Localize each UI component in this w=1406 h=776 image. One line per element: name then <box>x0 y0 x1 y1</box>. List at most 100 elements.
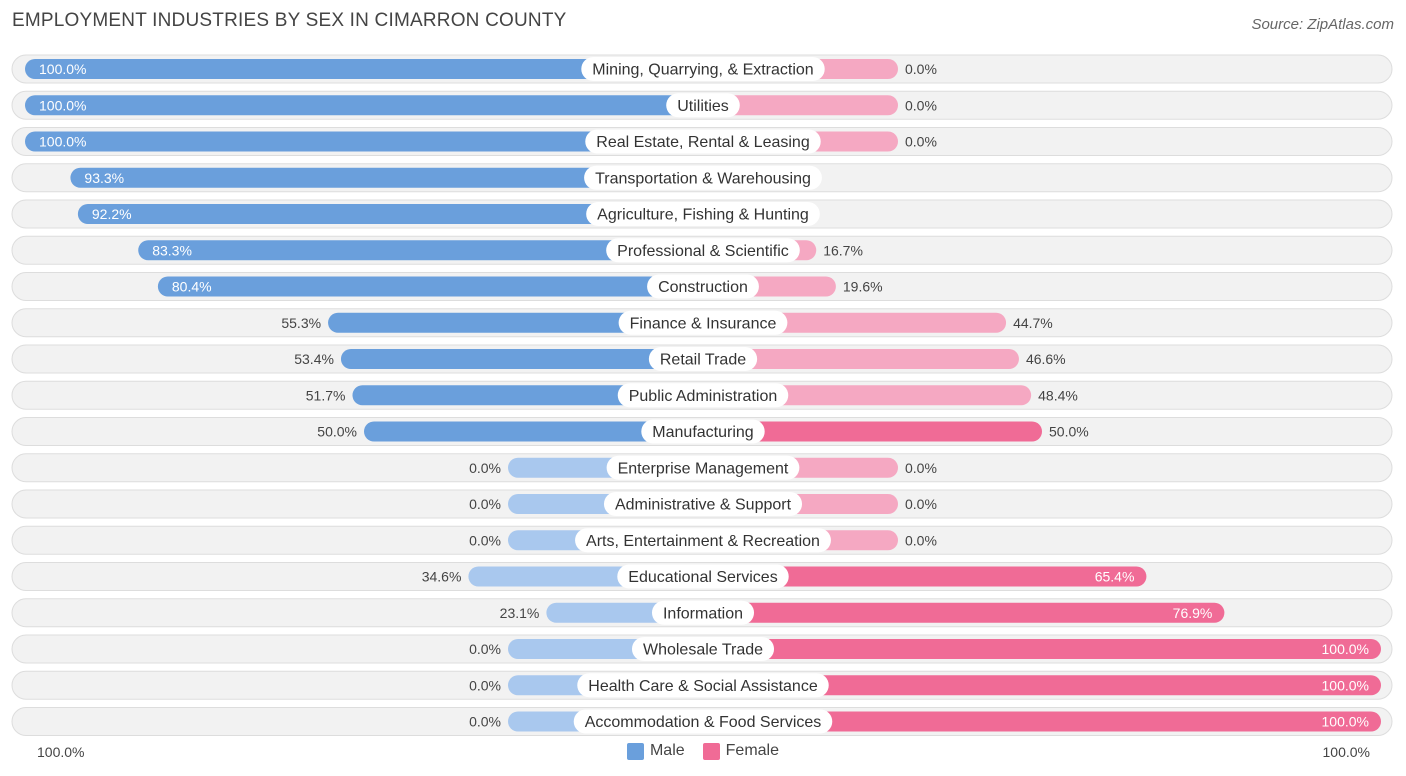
male-value-label: 100.0% <box>39 134 86 150</box>
female-bar <box>703 349 1019 369</box>
category-label-pill <box>577 673 829 698</box>
male-value-label: 83.3% <box>152 242 192 258</box>
male-bar <box>25 131 703 152</box>
source-label: Source: ZipAtlas.com <box>1251 16 1394 33</box>
category-label-pill <box>666 93 740 118</box>
male-bar <box>352 385 703 406</box>
male-bar <box>77 204 703 224</box>
category-label: Arts, Entertainment & Recreation <box>586 533 820 550</box>
legend-label-female: Female <box>725 742 780 759</box>
female-value-label: 0.0% <box>905 61 937 77</box>
category-label: Enterprise Management <box>618 460 789 477</box>
legend-item-female: Female <box>702 742 780 760</box>
female-value-label: 0.0% <box>905 97 937 113</box>
male-value-label: 80.4% <box>172 279 212 295</box>
male-value-label: 92.2% <box>92 206 132 222</box>
category-label: Accommodation & Food Services <box>585 714 822 731</box>
female-value-label: 100.0% <box>1322 714 1369 730</box>
male-bar <box>328 312 703 333</box>
male-bar <box>340 349 703 369</box>
female-value-label: 65.4% <box>1095 569 1135 585</box>
axis-left-label: 100.0% <box>37 744 85 760</box>
male-value-label: 50.0% <box>317 424 357 440</box>
male-bar <box>138 240 703 261</box>
female-value-label: 48.4% <box>1038 387 1078 403</box>
legend-swatch-female <box>702 742 720 760</box>
male-value-label: 100.0% <box>39 61 86 77</box>
male-value-label: 0.0% <box>469 460 501 476</box>
female-bar <box>703 675 1381 696</box>
female-value-label: 100.0% <box>1322 677 1369 693</box>
category-label-pill <box>603 492 803 516</box>
category-label: Health Care & Social Assistance <box>588 678 818 695</box>
male-value-label: 0.0% <box>469 677 501 693</box>
legend-swatch-male <box>626 742 644 760</box>
male-bar <box>157 276 703 297</box>
female-bar <box>703 95 898 116</box>
category-label-pill <box>581 57 825 81</box>
category-label-pill <box>606 238 800 263</box>
category-label: Utilities <box>677 98 729 115</box>
female-value-label: 0.0% <box>905 532 937 548</box>
female-bar <box>703 566 1147 587</box>
female-bar <box>703 421 1042 442</box>
female-value-label: 0.0% <box>905 496 937 512</box>
female-value-label: 19.6% <box>843 279 883 295</box>
category-label-pill <box>641 419 765 444</box>
male-value-label: 0.0% <box>469 496 501 512</box>
legend-item-male: Male <box>626 742 685 760</box>
category-label: Public Administration <box>629 388 778 405</box>
male-value-label: 51.7% <box>306 387 346 403</box>
male-value-label: 34.6% <box>422 569 462 585</box>
category-label: Manufacturing <box>652 424 753 441</box>
category-label: Information <box>663 605 743 622</box>
category-label: Administrative & Support <box>615 497 792 514</box>
female-bar <box>703 639 1381 659</box>
axis-right-label: 100.0% <box>1322 744 1370 760</box>
category-label: Wholesale Trade <box>643 642 763 659</box>
male-bar <box>364 421 703 442</box>
category-label: Mining, Quarrying, & Extraction <box>592 62 813 79</box>
category-label-pill <box>651 600 755 625</box>
category-label: Agriculture, Fishing & Hunting <box>597 207 809 224</box>
category-label-pill <box>647 274 759 299</box>
female-value-label: 16.7% <box>823 242 863 258</box>
male-value-label: 0.0% <box>469 641 501 657</box>
male-value-label: 0.0% <box>469 714 501 730</box>
category-label-pill <box>631 637 775 661</box>
category-label: Professional & Scientific <box>617 243 789 260</box>
category-label-pill <box>575 528 831 553</box>
female-value-label: 100.0% <box>1322 641 1369 657</box>
category-label: Finance & Insurance <box>630 315 777 332</box>
male-value-label: 100.0% <box>39 97 86 113</box>
category-label-pill <box>606 455 800 480</box>
category-label: Transportation & Warehousing <box>595 170 811 187</box>
category-label-pill <box>617 564 789 589</box>
category-label: Retail Trade <box>660 352 746 369</box>
category-label: Construction <box>658 279 748 296</box>
male-bar <box>70 167 703 188</box>
category-label-pill <box>573 709 833 734</box>
category-label-pill <box>617 383 789 408</box>
category-label-pill <box>585 129 821 154</box>
category-label-pill <box>648 347 758 371</box>
female-bar <box>703 711 1381 732</box>
male-bar <box>25 95 703 116</box>
female-value-label: 0.0% <box>905 134 937 150</box>
category-label-pill <box>584 165 822 190</box>
category-label-pill <box>618 310 788 335</box>
male-value-label: 93.3% <box>84 170 124 186</box>
female-value-label: 46.6% <box>1026 351 1066 367</box>
male-bar <box>25 59 703 79</box>
male-value-label: 53.4% <box>294 351 334 367</box>
category-label: Real Estate, Rental & Leasing <box>596 134 809 151</box>
chart-title: EMPLOYMENT INDUSTRIES BY SEX IN CIMARRON… <box>12 10 567 31</box>
category-label-pill <box>586 202 820 226</box>
female-value-label: 76.9% <box>1173 605 1213 621</box>
female-value-label: 50.0% <box>1049 424 1089 440</box>
female-value-label: 0.0% <box>905 460 937 476</box>
male-value-label: 0.0% <box>469 532 501 548</box>
category-label: Educational Services <box>628 569 777 586</box>
male-value-label: 55.3% <box>281 315 321 331</box>
